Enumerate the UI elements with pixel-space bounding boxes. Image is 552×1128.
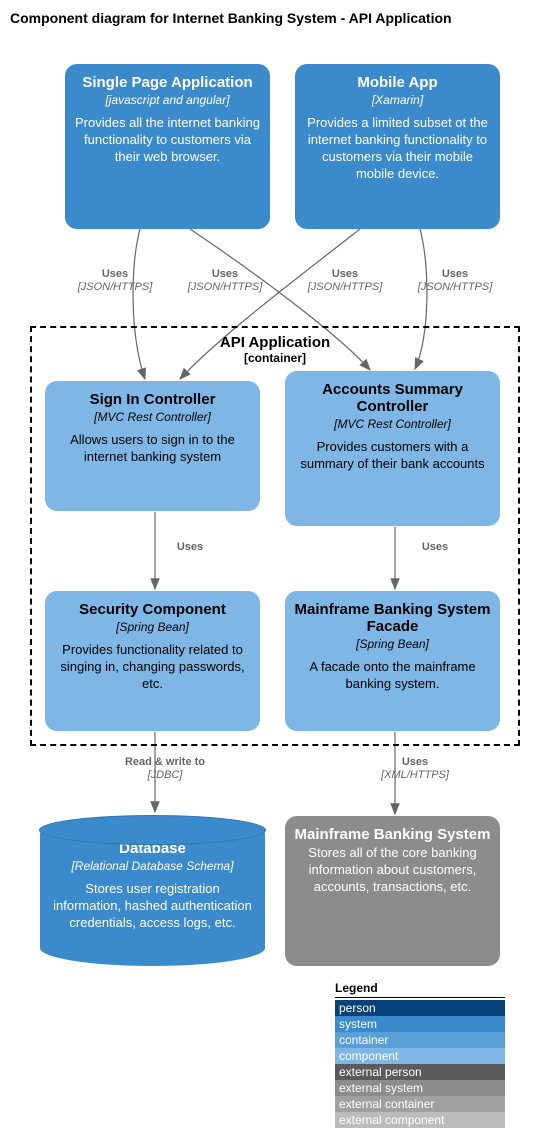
facade-node: Mainframe Banking System Facade [Spring B… [285,591,500,731]
mainframe-desc: Stores all of the core banking informati… [293,845,492,896]
signin-title: Sign In Controller [53,391,252,408]
facade-title: Mainframe Banking System Facade [293,601,492,635]
edge-label-1: Uses[JSON/HTTPS] [180,268,270,294]
diagram-canvas: API Application [container] Single Page … [10,36,542,1096]
spa-desc: Provides all the internet banking functi… [73,115,262,166]
mainframe-title: Mainframe Banking System [293,826,492,843]
spa-node: Single Page Application [javascript and a… [65,64,270,229]
database-tech: [Relational Database Schema] [50,859,255,873]
database-desc: Stores user registration information, ha… [50,881,255,932]
mobile-title: Mobile App [303,74,492,91]
edge-label-5-text: Uses [410,541,460,554]
spa-title: Single Page Application [73,74,262,91]
accounts-node: Accounts Summary Controller [MVC Rest Con… [285,371,500,526]
edge-label-2: Uses[JSON/HTTPS] [300,268,390,294]
legend-item-person: person [335,1000,505,1016]
edge-label-2-tech: [JSON/HTTPS] [300,281,390,294]
signin-tech: [MVC Rest Controller] [53,410,252,424]
edge-label-0: Uses[JSON/HTTPS] [70,268,160,294]
legend-item-external-container: external container [335,1096,505,1112]
edge-label-0-text: Uses [70,268,160,281]
diagram-title: Component diagram for Internet Banking S… [10,10,552,26]
legend-item-component: component [335,1048,505,1064]
container-title: API Application [32,334,518,351]
facade-tech: [Spring Bean] [293,637,492,651]
edge-label-4: Uses [165,541,215,554]
facade-desc: A facade onto the mainframe banking syst… [293,659,492,693]
edge-label-1-tech: [JSON/HTTPS] [180,281,270,294]
database-title: Database [50,840,255,857]
edge-label-0-tech: [JSON/HTTPS] [70,281,160,294]
edge-label-5: Uses [410,541,460,554]
signin-desc: Allows users to sign in to the internet … [53,432,252,466]
legend-item-container: container [335,1032,505,1048]
edge-label-1-text: Uses [180,268,270,281]
edge-label-6: Read & write to[JDBC] [105,756,225,782]
signin-node: Sign In Controller [MVC Rest Controller] A… [45,381,260,511]
edge-label-4-text: Uses [165,541,215,554]
edge-label-7: Uses[XML/HTTPS] [365,756,465,782]
accounts-desc: Provides customers with a summary of the… [293,439,492,473]
legend-title: Legend [335,981,505,998]
security-tech: [Spring Bean] [53,620,252,634]
spa-tech: [javascript and angular] [73,93,262,107]
edge-label-6-tech: [JDBC] [105,769,225,782]
mobile-desc: Provides a limited subset ot the interne… [303,115,492,183]
container-subtitle: [container] [32,351,518,365]
database-node: Database [Relational Database Schema] St… [40,816,265,966]
edge-label-2-text: Uses [300,268,390,281]
legend-item-external-person: external person [335,1064,505,1080]
legend: Legend personsystemcontainercomponentext… [335,981,505,1128]
accounts-title: Accounts Summary Controller [293,381,492,415]
legend-item-external-component: external component [335,1112,505,1128]
edge-label-3-tech: [JSON/HTTPS] [410,281,500,294]
legend-item-external-system: external system [335,1080,505,1096]
accounts-tech: [MVC Rest Controller] [293,417,492,431]
mainframe-node: Mainframe Banking System Stores all of th… [285,816,500,966]
mobile-node: Mobile App [Xamarin] Provides a limited su… [295,64,500,229]
edge-label-3: Uses[JSON/HTTPS] [410,268,500,294]
legend-item-system: system [335,1016,505,1032]
edge-label-6-text: Read & write to [105,756,225,769]
container-label: API Application [container] [32,334,518,365]
edge-label-7-tech: [XML/HTTPS] [365,769,465,782]
edge-label-3-text: Uses [410,268,500,281]
security-title: Security Component [53,601,252,618]
edge-label-7-text: Uses [365,756,465,769]
mobile-tech: [Xamarin] [303,93,492,107]
security-desc: Provides functionality related to singin… [53,642,252,693]
security-node: Security Component [Spring Bean] Provides … [45,591,260,731]
